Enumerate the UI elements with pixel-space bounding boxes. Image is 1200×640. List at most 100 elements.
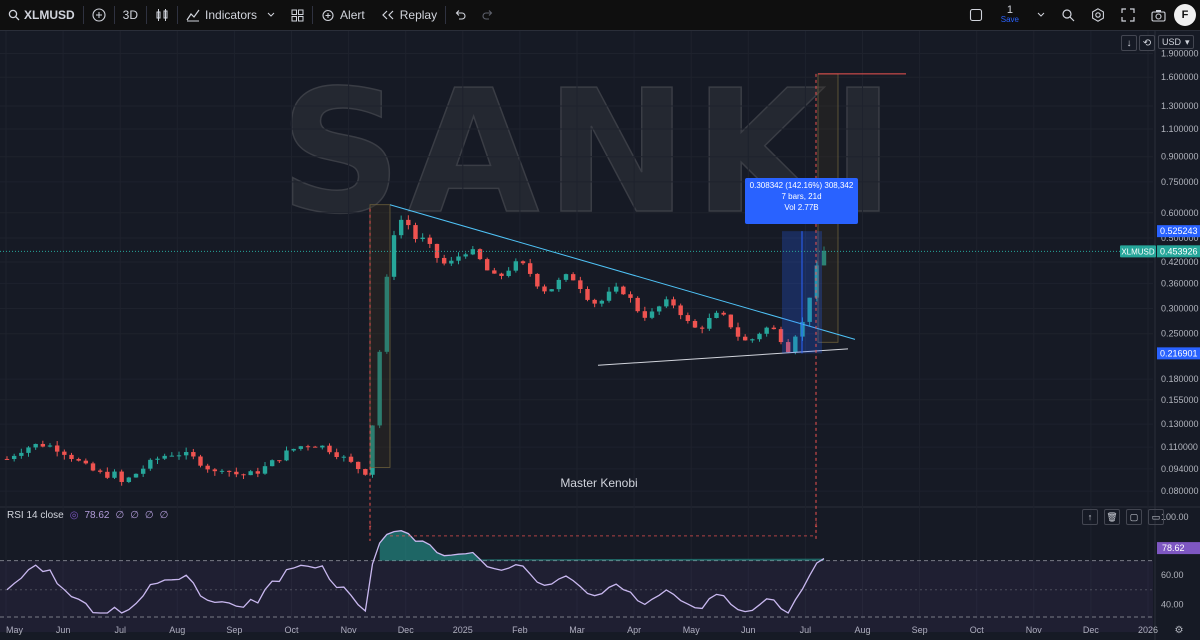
candle-body: [664, 299, 669, 307]
chart-canvas[interactable]: SANKI 1.900000 1.600000 1.300000 1.100000 0.9…: [0, 31, 1200, 640]
candle-body: [477, 249, 483, 260]
y-tick-label: 0.155000: [1161, 395, 1199, 405]
x-tick-label: Oct: [970, 625, 985, 635]
candle-body: [334, 452, 339, 457]
quick-search-button[interactable]: [1053, 0, 1083, 30]
candle-body: [535, 273, 540, 287]
candle-body: [707, 317, 712, 329]
chart-type-button[interactable]: [147, 0, 177, 30]
y-tick-label: 0.300000: [1161, 304, 1199, 314]
candle-body: [513, 261, 519, 271]
chart-area[interactable]: SANKI 1.900000 1.600000 1.300000 1.100000 0.9…: [0, 31, 1200, 640]
save-button[interactable]: 1 Save: [991, 5, 1029, 25]
candle-body: [449, 260, 454, 264]
candle-body: [556, 279, 562, 290]
candle-body: [26, 447, 31, 453]
camera-icon: [1151, 9, 1166, 22]
x-tick-label: Jun: [56, 625, 71, 635]
candle-body: [499, 273, 504, 276]
candle-body: [750, 339, 755, 341]
candle-body: [742, 336, 748, 341]
arrow-down-icon: ↓: [368, 519, 373, 530]
y-tick-label: 0.110000: [1161, 442, 1198, 452]
rsi-overbought-fill: [379, 530, 824, 561]
delete-pane-button[interactable]: 🗑: [1104, 509, 1120, 525]
timeframe-button[interactable]: 3D: [122, 8, 139, 22]
x-tick-label: Jul: [114, 625, 126, 635]
price-label-bg: [1157, 347, 1200, 360]
candle-body: [363, 469, 368, 475]
collapse-pane-button[interactable]: ▭: [1148, 509, 1164, 525]
candle-body: [599, 300, 605, 304]
candle-body: [699, 327, 705, 329]
candle-body: [506, 270, 511, 276]
grid-icon: [291, 9, 304, 22]
chevron-down-icon: [267, 12, 275, 18]
candle-body: [62, 451, 67, 455]
y-tick-label: 0.250000: [1161, 329, 1199, 339]
scroll-down-button[interactable]: ↓: [1121, 35, 1137, 51]
currency-select[interactable]: USD ▾: [1158, 35, 1194, 49]
undo-button[interactable]: [446, 0, 474, 30]
redo-button[interactable]: [474, 0, 502, 30]
candle-body: [757, 333, 762, 340]
alert-button[interactable]: Alert: [313, 0, 373, 30]
candle-body: [778, 329, 784, 343]
top-toolbar: XLMUSD 3D Indicators Alert Replay 1: [0, 0, 1200, 31]
symbol-search-button[interactable]: XLMUSD: [0, 0, 83, 30]
candle-body: [420, 237, 425, 240]
fullscreen-button[interactable]: [1113, 0, 1143, 30]
y-tick-label: 0.750000: [1161, 177, 1199, 187]
candle-body: [90, 463, 96, 471]
save-menu-button[interactable]: [1029, 0, 1053, 30]
candle-body: [11, 455, 17, 460]
move-up-button[interactable]: ↑: [1082, 509, 1098, 525]
x-tick-label: Dec: [1083, 625, 1100, 635]
x-tick-label: Sep: [226, 625, 242, 635]
maximize-pane-button[interactable]: ▢: [1126, 509, 1142, 525]
candle-body: [793, 336, 798, 353]
candle-body: [441, 257, 447, 264]
reset-scale-button[interactable]: ⟲: [1139, 35, 1155, 51]
candle-body: [255, 471, 261, 474]
rsi-extra-2: ∅: [144, 510, 154, 521]
y-tick-label: 1.300000: [1161, 101, 1199, 111]
candle-body: [427, 237, 433, 244]
candle-body: [126, 477, 132, 482]
measure-tooltip: 0.308342 (142.16%) 308,342 7 bars, 21d V…: [745, 178, 858, 224]
y-tick-label: 0.180000: [1161, 374, 1199, 384]
x-tick-label: May: [6, 625, 24, 635]
collapse-icon: ▭: [1151, 511, 1161, 522]
indicators-button[interactable]: Indicators: [178, 0, 283, 30]
snapshot-button[interactable]: [1143, 0, 1174, 30]
indicators-icon: [186, 8, 200, 22]
chart-background: [0, 31, 1200, 640]
measure-line-3: Vol 2.77B: [784, 203, 819, 212]
save-count: 1: [1006, 4, 1013, 16]
candle-body: [692, 320, 698, 328]
layouts-button[interactable]: [283, 0, 312, 30]
arrow-down-icon: ↓: [814, 519, 819, 530]
x-tick-label: Aug: [169, 625, 185, 635]
rsi-band-fill: [0, 560, 1153, 633]
candle-body: [370, 425, 375, 475]
candle-body: [542, 286, 547, 292]
candle-body: [47, 445, 53, 447]
triangle-lower-trendline: [597, 348, 849, 366]
chevron-down-icon: [1037, 12, 1045, 18]
arrow-up-icon: ↑: [1087, 512, 1093, 522]
candle-body: [578, 280, 583, 290]
replay-button[interactable]: Replay: [373, 0, 445, 30]
divider: [177, 6, 179, 24]
avatar[interactable]: F: [1174, 4, 1196, 26]
candle-body: [621, 286, 626, 295]
candle-body: [807, 297, 812, 322]
candle-body: [585, 289, 590, 300]
rsi-legend[interactable]: RSI 14 close ◎ 78.62 ∅ ∅ ∅ ∅: [7, 510, 168, 521]
candle-body: [277, 460, 282, 462]
layout-button[interactable]: [961, 0, 991, 30]
candle-body: [33, 443, 38, 448]
compare-button[interactable]: [84, 0, 114, 30]
candle-body: [205, 465, 210, 470]
settings-button[interactable]: [1083, 0, 1113, 30]
